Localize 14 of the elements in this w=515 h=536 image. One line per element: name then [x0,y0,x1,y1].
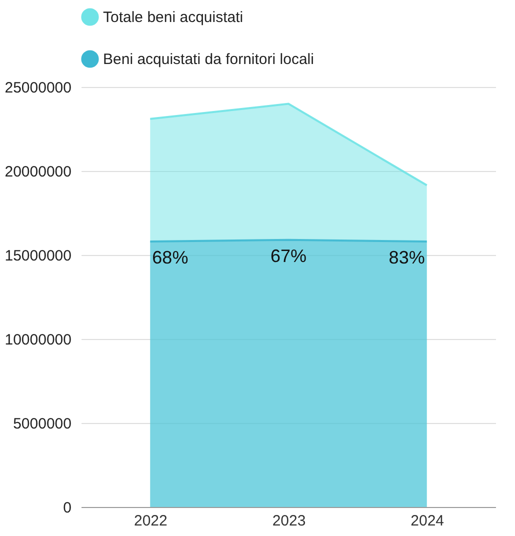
y-tick-label: 5000000 [13,416,72,432]
y-tick-label: 15000000 [4,248,72,264]
x-tick-label: 2023 [272,512,306,530]
y-tick-label: 0 [63,500,72,516]
y-tick-label: 10000000 [4,332,72,348]
annotation: 83% [388,248,425,268]
x-tick-label: 2022 [134,512,168,530]
y-tick-label: 25000000 [4,80,72,96]
annotation: 68% [152,248,188,268]
y-tick-label: 20000000 [4,164,72,180]
annotation: 67% [270,246,307,266]
x-tick-label: 2024 [410,512,444,530]
legend-label: Totale beni acquistati [103,9,244,26]
legend-label: Beni acquistati da fornitori locali [103,51,314,68]
